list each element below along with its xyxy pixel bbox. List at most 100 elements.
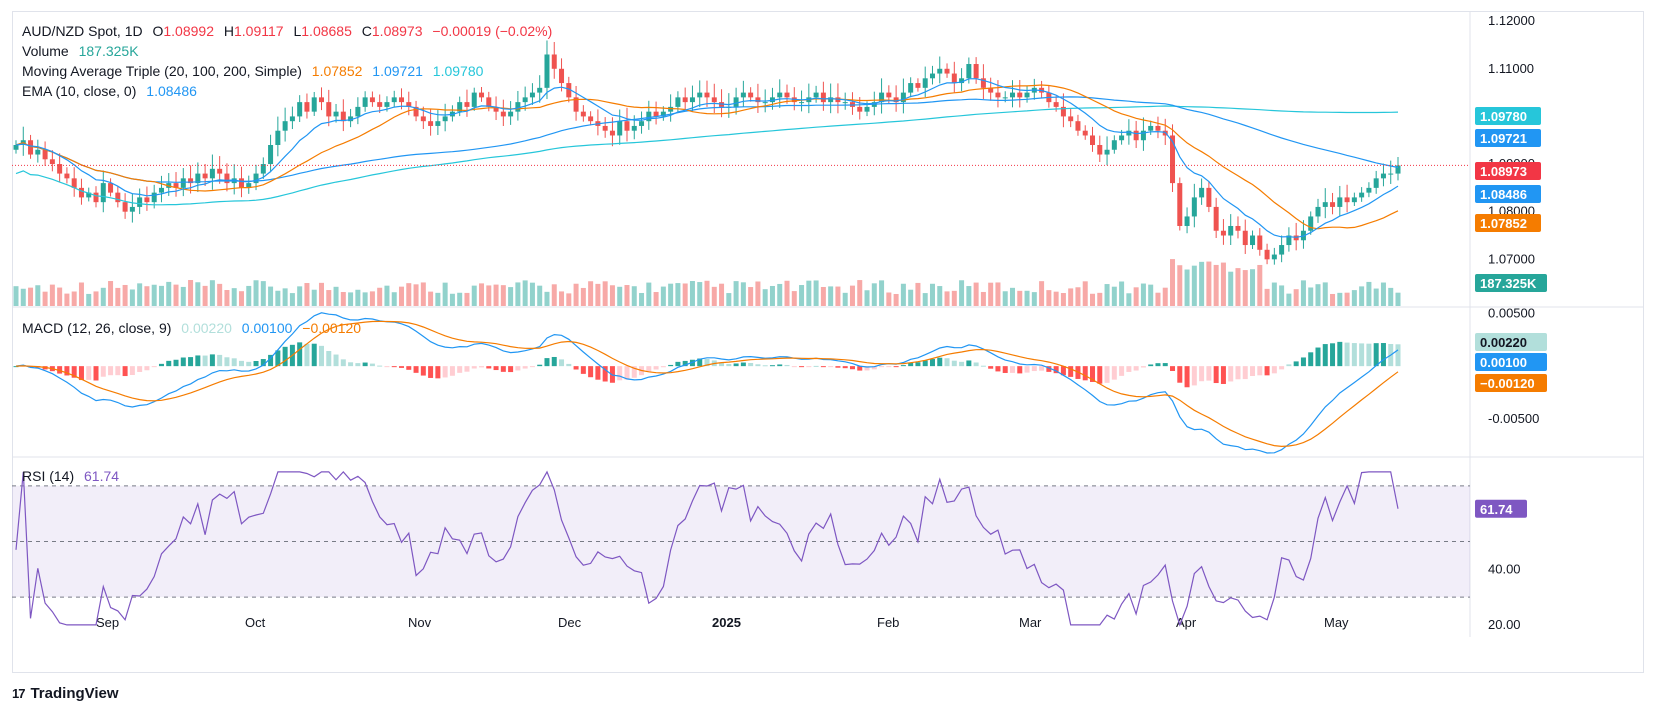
macd-histogram-bar: [915, 362, 921, 367]
candle-body: [246, 183, 252, 188]
volume-bar: [1046, 290, 1052, 306]
tradingview-icon: 17: [12, 686, 26, 701]
candle-body: [529, 92, 535, 98]
volume-bar: [559, 291, 565, 306]
candle-body: [646, 111, 652, 122]
candle-body: [297, 102, 303, 117]
candle-body: [660, 111, 666, 117]
macd-histogram-bar: [1337, 341, 1343, 367]
macd-histogram-bar: [726, 363, 732, 367]
macd-histogram-bar: [348, 362, 354, 367]
candle-body: [471, 92, 477, 107]
candle-body: [399, 97, 405, 103]
volume-bar: [500, 285, 506, 306]
macd-signal-value: −0.00120: [302, 320, 362, 336]
volume-bar: [289, 293, 295, 306]
candle-body: [1199, 187, 1205, 198]
macd-histogram-bar: [740, 362, 746, 367]
candle-body: [944, 68, 950, 74]
volume-bar: [660, 286, 666, 306]
price-tag-bg: [1475, 185, 1541, 203]
macd-histogram-bar: [57, 366, 63, 374]
macd-histogram-bar: [769, 365, 775, 367]
tradingview-wordmark: TradingView: [30, 685, 119, 702]
candle-body: [129, 206, 135, 212]
volume-bar: [369, 291, 375, 306]
macd-histogram-bar: [1250, 366, 1256, 376]
volume-bar: [566, 293, 572, 306]
macd-histogram-bar: [842, 366, 848, 369]
candle-body: [1213, 206, 1219, 231]
candle-body: [173, 183, 179, 188]
tradingview-logo[interactable]: 17 TradingView: [12, 685, 119, 702]
macd-histogram-bar: [1155, 363, 1161, 367]
macd-tag-bg: [1475, 353, 1547, 371]
macd-signal-line: [15, 320, 1399, 448]
candle-body: [158, 187, 164, 193]
chart-canvas[interactable]: 1.120001.110001.100001.090001.080001.070…: [0, 0, 1656, 680]
volume-bar: [1235, 268, 1241, 306]
candle-body: [1155, 125, 1161, 131]
volume-bar: [428, 291, 434, 306]
candle-body: [1104, 149, 1110, 155]
candle-body: [1286, 235, 1292, 246]
volume-bar: [689, 281, 695, 306]
candle-body: [675, 97, 681, 107]
volume-bar: [719, 283, 725, 306]
candle-body: [857, 106, 863, 112]
macd-histogram-bar: [973, 362, 979, 367]
price-tag: 1.09721: [1480, 131, 1527, 146]
volume-bar: [115, 287, 121, 306]
volume-bar: [1191, 265, 1197, 306]
volume-bar: [180, 286, 186, 306]
candle-body: [1024, 92, 1030, 98]
candle-body: [122, 202, 128, 212]
price-tag-bg: [1475, 129, 1541, 147]
macd-histogram-bar: [188, 357, 194, 367]
macd-histogram-bar: [384, 366, 390, 368]
volume-bar: [1308, 287, 1314, 306]
macd-histogram-bar: [813, 365, 819, 367]
candle-body: [1264, 249, 1270, 260]
macd-histogram-bar: [1351, 343, 1357, 367]
candle-body: [769, 97, 775, 103]
candle-body: [238, 178, 244, 188]
macd-histogram-bar: [922, 360, 928, 367]
macd-label: MACD (12, 26, close, 9): [22, 320, 172, 336]
volume-bar: [486, 285, 492, 306]
price-change: −0.00019 (−0.02%): [432, 23, 553, 39]
volume-bar: [1097, 292, 1103, 306]
macd-histogram-bar: [755, 364, 761, 367]
candle-body: [1170, 135, 1176, 184]
ma20-value: 1.07852: [311, 63, 363, 79]
volume-bar: [28, 287, 34, 306]
macd-histogram-bar: [1111, 366, 1117, 380]
volume-bar: [879, 280, 885, 306]
volume-bar: [362, 292, 368, 306]
macd-axis-tick: -0.00500: [1488, 411, 1539, 426]
volume-bar: [449, 293, 455, 306]
volume-bar: [1344, 292, 1350, 306]
candle-body: [1315, 206, 1321, 217]
macd-histogram-bar: [304, 343, 310, 367]
candle-body: [966, 64, 972, 79]
volume-bar: [355, 289, 361, 306]
macd-histogram-bar: [675, 361, 681, 367]
macd-histogram-bar: [297, 342, 303, 367]
volume-bar: [813, 280, 819, 306]
macd-tag: −0.00120: [1480, 376, 1535, 391]
macd-histogram-bar: [93, 366, 99, 381]
macd-histogram-bar: [1380, 343, 1386, 367]
macd-histogram-bar: [508, 366, 514, 373]
volume-bar: [1039, 281, 1045, 306]
volume-bar: [246, 285, 252, 306]
macd-histogram-bar: [268, 354, 274, 367]
candle-body: [435, 121, 441, 126]
candle-body: [268, 145, 274, 165]
volume-bar: [944, 291, 950, 306]
ma-label: Moving Average Triple (20, 100, 200, Sim…: [22, 63, 302, 79]
volume-bar: [1199, 261, 1205, 306]
candle-body: [442, 116, 448, 122]
volume-bar: [588, 281, 594, 306]
volume-bar: [777, 283, 783, 306]
